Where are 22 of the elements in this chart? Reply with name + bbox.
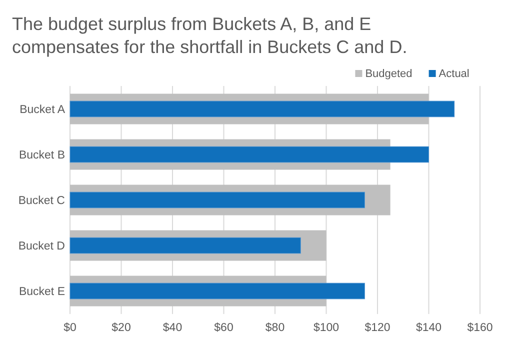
x-tick-label: $0 <box>64 322 76 334</box>
y-tick-label: Bucket D <box>18 240 65 253</box>
bar <box>70 100 455 118</box>
x-tick-label: $80 <box>265 322 285 334</box>
x-tick-label: $120 <box>364 322 390 334</box>
bar <box>70 282 365 300</box>
bar <box>70 146 429 163</box>
x-tick-label: $140 <box>416 322 442 334</box>
legend-label: Actual <box>438 68 470 80</box>
y-tick-label: Bucket A <box>20 104 66 116</box>
x-tick-label: $20 <box>112 322 131 334</box>
y-tick-label: Bucket B <box>18 149 66 162</box>
chart-title: The budget surplus from Buckets A, B, and E compensates for the shortfall in Buckets C and D. <box>12 14 408 57</box>
x-tick-label: $100 <box>313 322 340 334</box>
legend-label: Budgeted <box>365 68 412 80</box>
x-tick-label: $40 <box>162 322 182 334</box>
y-tick-label: Bucket E <box>18 286 66 298</box>
x-tick-label: $160 <box>467 322 493 334</box>
bar <box>70 192 365 208</box>
x-tick-label: $60 <box>214 322 234 334</box>
y-tick-label: Bucket C <box>18 195 65 207</box>
bar <box>70 237 301 254</box>
